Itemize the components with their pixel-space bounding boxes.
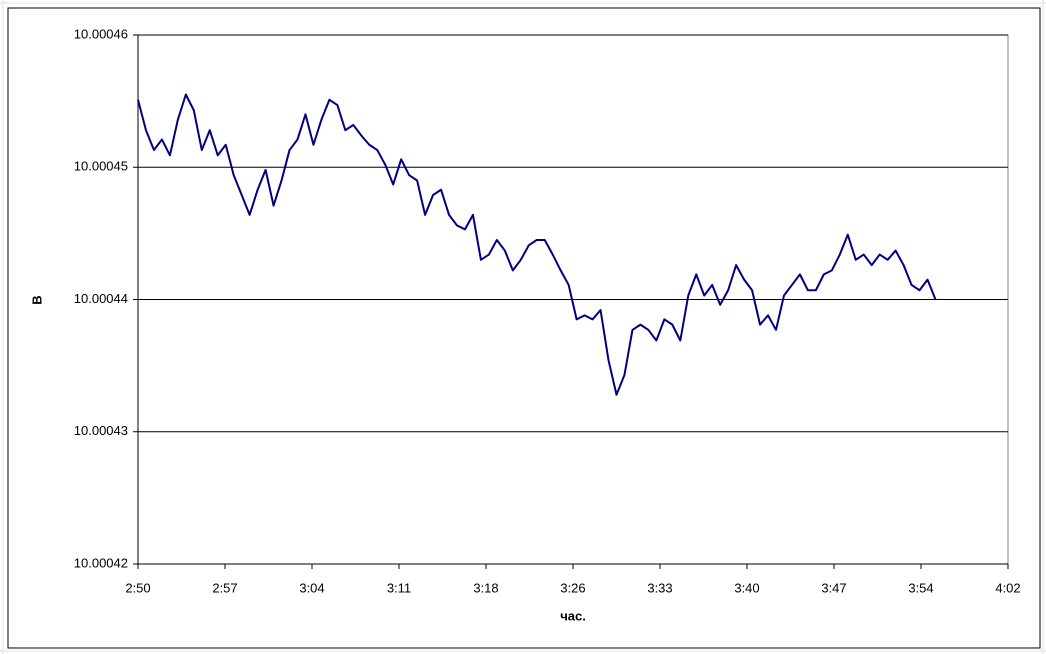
x-tick-label: 2:57	[212, 580, 237, 595]
x-tick-label: 3:47	[821, 580, 846, 595]
x-tick-label: 3:26	[560, 580, 585, 595]
x-tick-label: 3:18	[473, 580, 498, 595]
x-tick-label: 3:40	[734, 580, 759, 595]
y-tick-label: 10.00043	[74, 423, 128, 438]
y-tick-label: 10.00044	[74, 291, 128, 306]
x-tick-label: 3:04	[299, 580, 324, 595]
x-tick-label: 3:33	[647, 580, 672, 595]
x-tick-label: 3:11	[387, 580, 411, 595]
y-tick-label: 10.00042	[74, 555, 128, 570]
y-axis-label: В	[29, 295, 44, 304]
y-tick-label: 10.00046	[74, 26, 128, 41]
x-tick-label: 2:50	[125, 580, 150, 595]
x-tick-label: 4:02	[995, 580, 1020, 595]
data-line	[137, 93, 937, 396]
y-tick-label: 10.00045	[74, 159, 128, 174]
x-axis-label: час.	[560, 608, 586, 623]
x-tick-label: 3:54	[908, 580, 933, 595]
